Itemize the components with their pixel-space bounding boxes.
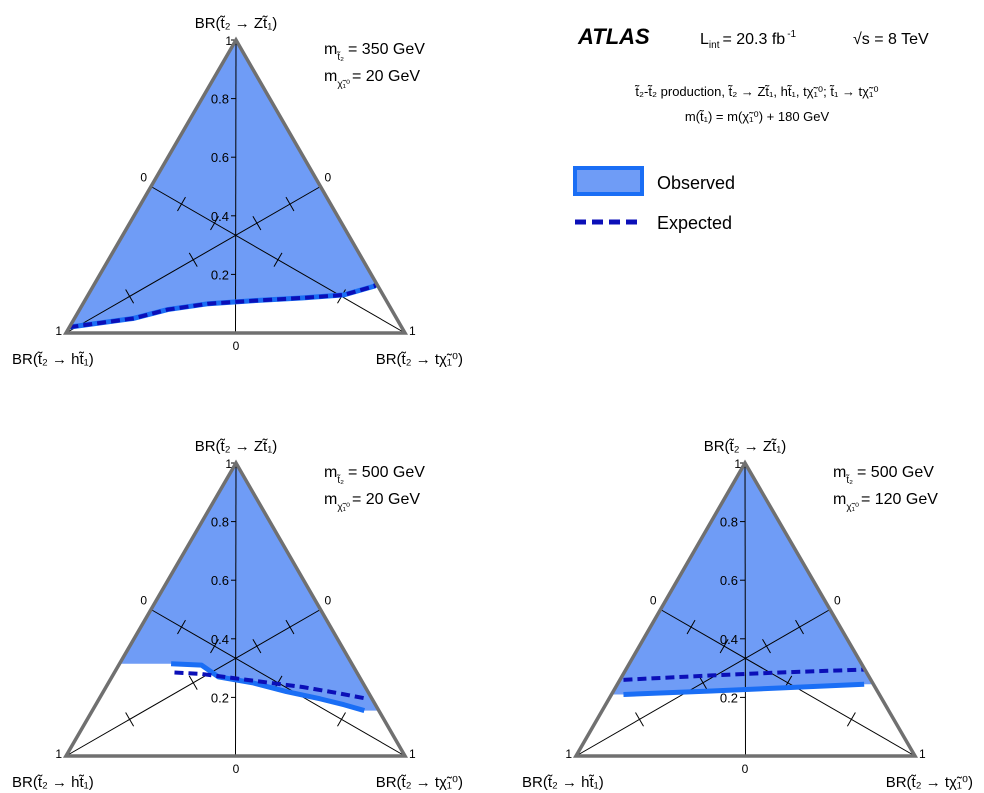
corner-one-right: 1 xyxy=(409,747,416,761)
edge-zero-left: 0 xyxy=(140,594,147,608)
tick-label: 0.8 xyxy=(211,92,229,107)
ternary-panel-top-left: 0.2 0.4 0.6 0.8 1 1 1 0 0 0 BR(t̃₂ → Zt̃₁) BR(t̃₂ →… xyxy=(12,15,463,368)
axis-tick xyxy=(762,638,771,654)
corner-one-left: 1 xyxy=(55,747,62,761)
energy-label: √s = 8 TeV xyxy=(853,31,929,48)
observed-contour xyxy=(623,681,865,697)
edge-zero-bottom: 0 xyxy=(742,762,749,776)
experiment-label: ATLAS xyxy=(577,24,650,49)
corner-one-right: 1 xyxy=(919,747,926,761)
corner-one-top: 1 xyxy=(225,457,232,471)
tick-label: 0.8 xyxy=(720,515,738,530)
corner-label-top: BR(t̃₂ → Zt̃₁) xyxy=(195,15,278,32)
expected-contour xyxy=(69,270,390,330)
axis-tick xyxy=(795,619,804,635)
axis-tick xyxy=(337,712,346,727)
edge-zero-right: 0 xyxy=(834,594,841,608)
mass-stop2-label: mt̃₂ = 350 GeV xyxy=(324,41,425,63)
expected-contour xyxy=(623,667,865,682)
tick-label: 0.8 xyxy=(211,515,229,530)
mass-relation-label: m(t̃₁) = m(χ̃₁⁰) + 180 GeV xyxy=(685,109,830,124)
tick-label: 0.2 xyxy=(211,267,229,282)
corner-label-left: BR(t̃₂ → ht̃₁) xyxy=(12,774,94,791)
edge-zero-right: 0 xyxy=(325,171,332,185)
ternary-panel-bottom-right: 0.2 0.4 0.6 0.8 1 1 1 0 0 0 BR(t̃₂ → Zt̃₁) BR(t̃₂ →… xyxy=(522,438,973,791)
axis-tick xyxy=(285,619,295,635)
luminosity-label: Lint = 20.3 fb -1 xyxy=(700,29,797,51)
axis-tick xyxy=(177,619,186,635)
corner-label-top: BR(t̃₂ → Zt̃₁) xyxy=(195,438,278,455)
edge-zero-bottom: 0 xyxy=(233,762,240,776)
corner-label-left: BR(t̃₂ → ht̃₁) xyxy=(522,774,604,791)
mass-stop2-label: mt̃₂ = 500 GeV xyxy=(833,464,934,486)
corner-one-top: 1 xyxy=(734,457,741,471)
tick-label: 0.4 xyxy=(720,632,738,647)
axis-tick xyxy=(210,215,219,231)
corner-one-right: 1 xyxy=(409,324,416,338)
edge-zero-right: 0 xyxy=(325,594,332,608)
edge-zero-bottom: 0 xyxy=(233,339,240,353)
triangle-frame xyxy=(62,36,409,335)
axis-tick xyxy=(719,638,729,654)
legend-expected-label: Expected xyxy=(657,213,732,233)
corner-label-top: BR(t̃₂ → Zt̃₁) xyxy=(704,438,787,455)
process-label: t̃₂-t̃₂ production, t̃₂ → Zt̃₁, ht̃₁, tχ… xyxy=(634,84,879,99)
tick-label: 0.4 xyxy=(211,209,229,224)
corner-one-left: 1 xyxy=(565,747,572,761)
axis-tick xyxy=(177,196,186,212)
axis-tick xyxy=(188,252,198,267)
corner-label-right: BR(t̃₂ → tχ̃₁⁰) xyxy=(376,774,463,791)
axis-tick xyxy=(686,619,696,635)
axis-tick xyxy=(698,675,708,690)
observed-contour xyxy=(170,661,366,713)
axis-tick xyxy=(285,196,295,212)
axis-tick xyxy=(273,252,283,267)
mass-stop2-label: mt̃₂ = 500 GeV xyxy=(324,464,425,486)
legend: Observed Expected xyxy=(573,166,735,233)
axis-z xyxy=(235,462,237,757)
tick-label: 0.2 xyxy=(720,690,738,705)
triangle-frame xyxy=(62,459,409,758)
corner-one-left: 1 xyxy=(55,324,62,338)
mass-lsp-label: mχ̃₁⁰ = 20 GeV xyxy=(324,68,420,90)
tick-label: 0.2 xyxy=(211,690,229,705)
corner-label-left: BR(t̃₂ → ht̃₁) xyxy=(12,351,94,368)
tick-label: 0.6 xyxy=(211,573,229,588)
triangle-frame xyxy=(572,459,919,758)
axis-tick xyxy=(125,712,135,727)
header: ATLAS Lint = 20.3 fb -1 √s = 8 TeV t̃₂-t̃₂… xyxy=(577,24,929,124)
legend-observed-label: Observed xyxy=(657,173,735,193)
axis-tick xyxy=(252,638,262,654)
tick-label: 0.6 xyxy=(720,573,738,588)
axis-tick xyxy=(252,215,262,231)
axis-tick xyxy=(635,712,644,727)
tick-label: 0.6 xyxy=(211,150,229,165)
axis-tick xyxy=(125,289,135,304)
axis-z xyxy=(235,39,237,334)
axis-tick xyxy=(188,675,198,690)
corner-label-right: BR(t̃₂ → tχ̃₁⁰) xyxy=(376,351,463,368)
corner-label-right: BR(t̃₂ → tχ̃₁⁰) xyxy=(886,774,973,791)
mass-lsp-label: mχ̃₁⁰ = 20 GeV xyxy=(324,491,420,513)
axis-tick xyxy=(210,638,219,654)
corner-one-top: 1 xyxy=(225,34,232,48)
edge-zero-left: 0 xyxy=(140,171,147,185)
ternary-panel-bottom-left: 0.2 0.4 0.6 0.8 1 1 1 0 0 0 BR(t̃₂ → Zt̃₁) BR(t̃₂ →… xyxy=(12,438,463,791)
legend-observed-swatch xyxy=(573,166,644,196)
edge-zero-left: 0 xyxy=(650,594,657,608)
tick-label: 0.4 xyxy=(211,632,229,647)
mass-lsp-label: mχ̃₁⁰ = 120 GeV xyxy=(833,491,938,513)
axis-z xyxy=(744,462,746,757)
axis-tick xyxy=(846,712,856,727)
